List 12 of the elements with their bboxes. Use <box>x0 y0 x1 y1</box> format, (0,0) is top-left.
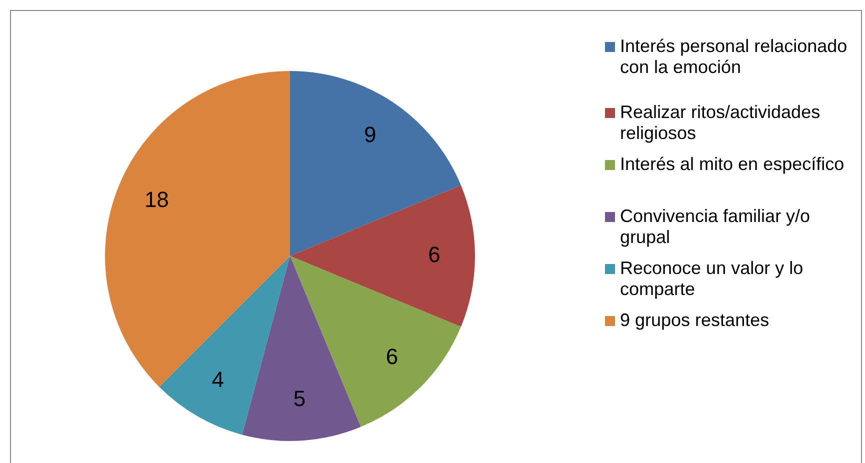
legend-label: Interés al mito en específico <box>620 154 844 175</box>
data-label: 4 <box>212 367 224 392</box>
legend-label: Reconoce un valor y lo comparte <box>620 258 804 300</box>
legend-label: Realizar ritos/actividades religiosos <box>620 102 822 144</box>
data-label: 6 <box>428 242 440 268</box>
data-label: 5 <box>293 386 306 412</box>
data-label: 9 <box>364 122 376 148</box>
legend-label: Interés personal relacionado con la emoción <box>620 36 848 78</box>
data-label: 18 <box>144 186 169 212</box>
legend-label: 9 grupos restantes <box>620 310 770 331</box>
data-label: 6 <box>386 344 398 370</box>
legend-label: Convivencia familiar y/o grupal <box>620 206 812 248</box>
